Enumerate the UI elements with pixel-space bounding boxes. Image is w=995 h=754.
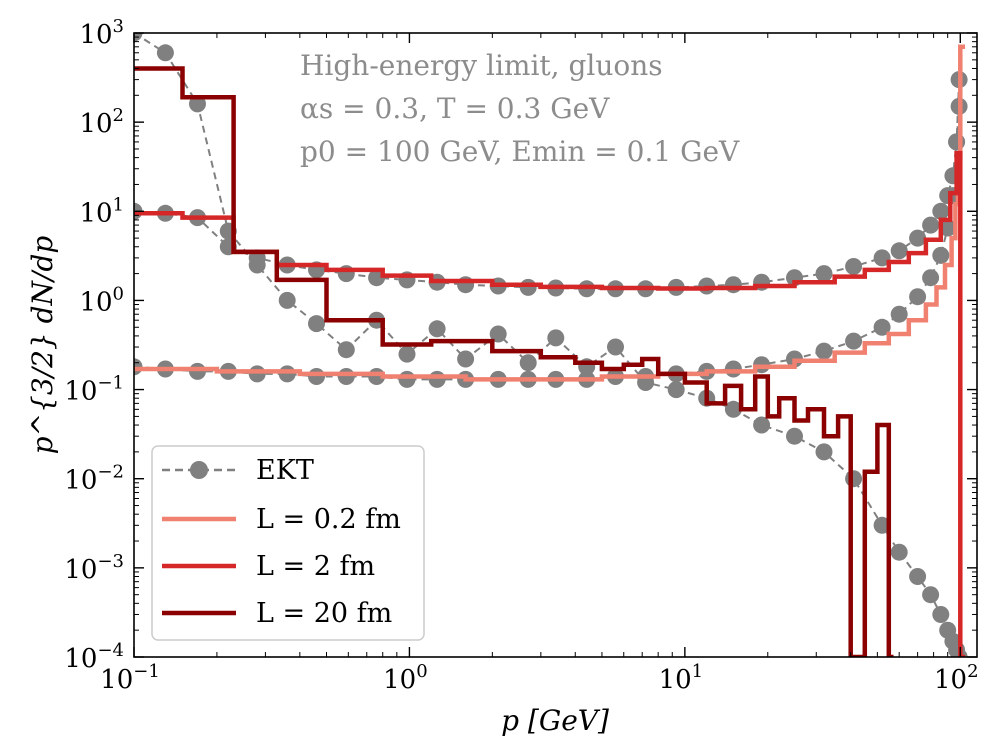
x-axis-label: p [GeV] — [501, 704, 609, 737]
ekt-point — [398, 345, 416, 363]
y-tick-label-4: 100 — [79, 283, 124, 317]
x-tick-label-3: 102 — [934, 661, 979, 695]
annotation-line-1: High-energy limit, gluons — [300, 49, 663, 82]
ekt-point — [890, 305, 908, 323]
ekt-point — [873, 516, 891, 534]
ekt-point — [786, 427, 803, 445]
ekt-point — [815, 342, 833, 360]
ekt-point — [457, 350, 475, 368]
y-tick-label-0: 10−4 — [64, 640, 124, 674]
ekt-point — [724, 276, 742, 294]
ekt-point — [428, 320, 446, 338]
y-tick-label-7: 103 — [79, 16, 124, 50]
x-tick-label-2: 101 — [659, 661, 704, 695]
ekt-point — [932, 606, 950, 623]
ekt-point — [932, 246, 950, 264]
ekt-point — [890, 543, 908, 561]
legend: EKT L = 0.2 fm L = 2 fm L = 20 fm — [151, 445, 425, 641]
y-tick-label-5: 101 — [79, 194, 124, 228]
y-tick-label-2: 10−2 — [64, 462, 124, 496]
legend-entry-ekt: EKT — [162, 455, 314, 486]
ekt-point — [248, 365, 266, 383]
ekt-point — [724, 400, 742, 418]
ekt-point — [909, 568, 927, 585]
ekt-point — [815, 443, 833, 461]
ekt-point — [939, 219, 957, 237]
step-line-l-20-fm — [134, 66, 894, 657]
y-tick-label-3: 10−1 — [64, 373, 124, 407]
ekt-point — [753, 416, 771, 434]
ekt-point — [308, 315, 325, 333]
plot-frame — [133, 32, 978, 658]
ekt-point — [337, 341, 355, 359]
ticks-layer: 10−1 100 101 102 10−4 10−3 10−2 10−1 100 101 102 10… — [64, 16, 978, 695]
ekt-point — [428, 370, 446, 388]
x-tick-label-0: 10−1 — [100, 661, 160, 695]
step-line-l-0-2-fm — [134, 44, 965, 382]
annotation-line-2: αs = 0.3, T = 0.3 GeV — [300, 92, 610, 125]
ekt-point — [547, 329, 565, 347]
ekt-point — [873, 318, 891, 336]
legend-label-l2: L = 2 fm — [256, 551, 375, 582]
ekt-point — [519, 278, 537, 296]
y-tick-label-1: 10−3 — [64, 551, 124, 585]
ekt-point — [489, 325, 507, 343]
ekt-point — [939, 187, 957, 205]
ekt-point — [189, 95, 206, 113]
ekt-point — [156, 44, 174, 62]
legend-entry-l20: L = 20 fm — [162, 598, 392, 629]
ekt-point — [873, 249, 891, 267]
ekt-dashed-line — [134, 106, 961, 290]
ekt-point — [909, 229, 927, 247]
legend-box — [151, 445, 425, 641]
ekt-point — [922, 586, 940, 604]
y-axis-label: p^{3/2} dN/dp — [26, 236, 59, 455]
ekt-point — [922, 269, 940, 287]
ekt-point — [909, 288, 927, 306]
step-line-l-2-fm — [134, 150, 965, 657]
ekt-point — [189, 362, 206, 380]
ekt-point — [845, 258, 863, 275]
y-tick-label-6: 102 — [79, 105, 124, 139]
ekt-point — [278, 365, 296, 383]
legend-swatch-ekt-marker — [190, 461, 208, 479]
ekt-point — [932, 202, 950, 220]
series-layer — [134, 33, 968, 657]
ekt-point — [815, 265, 833, 283]
ekt-point — [922, 216, 940, 234]
ekt-series-2 — [134, 33, 968, 657]
legend-label-ekt: EKT — [256, 455, 314, 486]
legend-label-l02: L = 0.2 fm — [256, 504, 401, 535]
ekt-point — [337, 368, 355, 385]
ekt-point — [845, 332, 863, 350]
ekt-point — [248, 256, 266, 274]
ekt-point — [667, 381, 685, 399]
annotation-line-3: p0 = 100 GeV, Emin = 0.1 GeV — [300, 135, 740, 168]
ekt-point — [607, 338, 624, 356]
ekt-point — [890, 242, 908, 260]
ekt-point — [398, 370, 416, 388]
ekt-point — [519, 354, 537, 372]
ekt-point — [308, 368, 325, 385]
x-tick-label-1: 100 — [383, 661, 428, 695]
legend-label-l20: L = 20 fm — [256, 598, 392, 629]
ekt-point — [724, 360, 742, 378]
legend-entry-l02: L = 0.2 fm — [162, 504, 401, 535]
ekt-point — [845, 470, 863, 488]
legend-entry-l2: L = 2 fm — [162, 551, 375, 582]
ekt-point — [278, 291, 296, 309]
